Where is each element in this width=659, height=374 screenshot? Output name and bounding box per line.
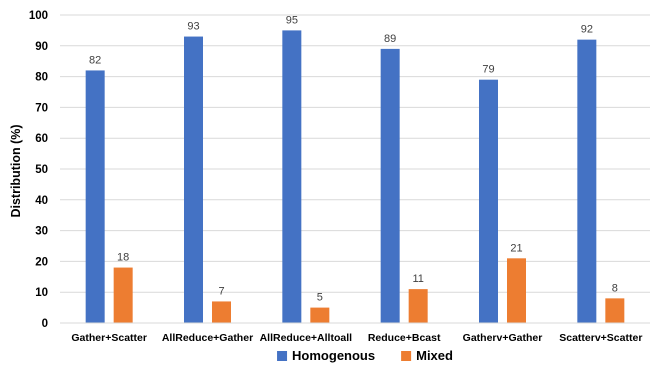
y-tick-label: 40 — [35, 195, 48, 207]
y-tick-label: 0 — [42, 318, 48, 330]
x-tick-label: Gather+Scatter — [71, 332, 147, 344]
bars — [85, 30, 625, 324]
bar-homogenous — [479, 79, 498, 324]
y-tick-label: 30 — [35, 226, 48, 238]
y-tick-label: 50 — [35, 164, 48, 176]
x-tick-label: Scatterv+Scatter — [559, 332, 642, 344]
x-tick-label: Reduce+Bcast — [368, 332, 441, 344]
bar-homogenous — [85, 70, 105, 323]
data-label: 79 — [482, 64, 494, 76]
legend-item: Mixed — [401, 348, 453, 363]
bar-mixed — [507, 258, 526, 323]
bar-homogenous — [184, 36, 203, 324]
legend-swatch — [401, 351, 412, 361]
y-tick-label: 20 — [35, 256, 48, 268]
gridlines — [60, 14, 650, 293]
data-label: 21 — [510, 242, 522, 254]
data-label: 11 — [412, 273, 423, 285]
bar-homogenous — [380, 48, 400, 323]
data-label: 8 — [612, 282, 618, 294]
bar-mixed — [113, 267, 133, 323]
y-tick-label: 90 — [35, 41, 48, 53]
bar-mixed — [310, 307, 330, 323]
legend-label: Homogenous — [292, 348, 375, 363]
x-tick-label: Gatherv+Gather — [463, 332, 543, 344]
axes: 0 10 20 30 40 50 60 70 80 90 100 Gather+Scatter AllR… — [29, 10, 650, 344]
legend: Homogenous Mixed — [277, 348, 453, 363]
data-label: 5 — [317, 292, 323, 304]
bar-mixed — [408, 289, 428, 323]
bar-mixed — [605, 298, 625, 323]
y-tick-label: 60 — [35, 133, 48, 145]
legend-label: Mixed — [416, 348, 453, 363]
y-tick-label: 100 — [29, 10, 48, 22]
bar-homogenous — [577, 39, 597, 323]
bar-mixed — [212, 301, 231, 323]
bar-homogenous — [282, 30, 302, 324]
data-label: 18 — [117, 252, 129, 264]
data-labels: 82 18 93 7 95 5 89 11 79 21 92 8 — [89, 14, 618, 303]
y-tick-label: 70 — [35, 102, 48, 114]
data-label: 82 — [89, 54, 101, 66]
data-label: 89 — [384, 33, 396, 45]
x-tick-label: AllReduce+Gather — [162, 332, 253, 344]
x-tick-label: AllReduce+Alltoall — [260, 332, 353, 344]
y-tick-label: 10 — [35, 287, 48, 299]
data-label: 93 — [187, 21, 199, 33]
y-axis-title: Distribution (%) — [9, 124, 23, 217]
data-label: 95 — [286, 14, 298, 26]
legend-item: Homogenous — [277, 348, 375, 363]
data-label: 92 — [581, 24, 593, 36]
y-tick-label: 80 — [35, 72, 48, 84]
legend-swatch — [277, 351, 288, 361]
data-label: 7 — [218, 285, 224, 297]
